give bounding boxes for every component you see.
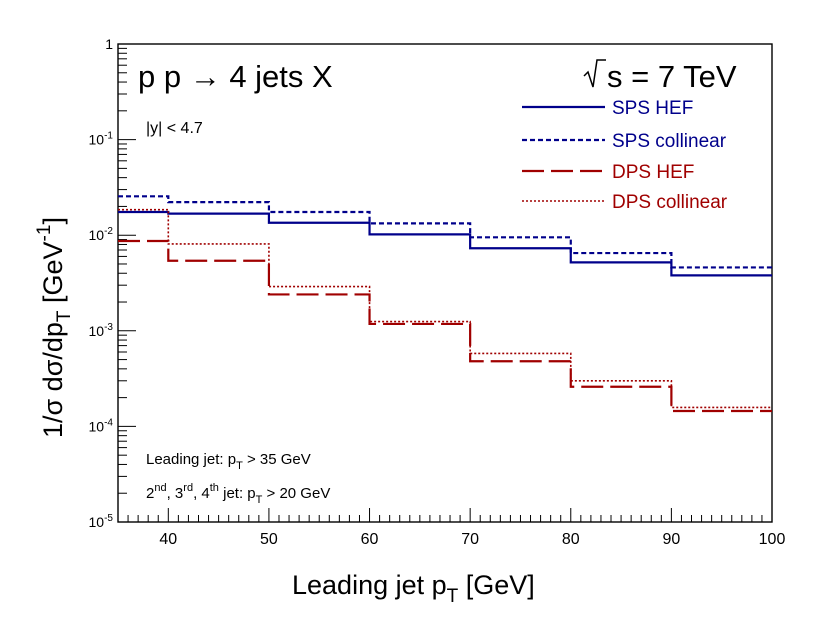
y-axis-label: 1/σ dσ/dpT [GeV-1] [34, 217, 75, 438]
series-layer [118, 195, 772, 413]
y-axis: 10-5 10-4 10-3 10-2 10-1 1 [89, 36, 136, 530]
legend-label: SPS collinear [612, 131, 727, 152]
series-line-2 [118, 195, 772, 269]
annotation-leading-jet: Leading jet: pT > 35 GeV [146, 451, 311, 472]
x-tick-label: 60 [361, 531, 379, 548]
x-tick-label: 80 [562, 531, 580, 548]
legend: SPS HEF SPS collinear DPS HEF DPS collinear [522, 98, 728, 213]
series-line-4 [118, 208, 772, 409]
x-tick-label: 100 [759, 531, 786, 548]
cut-label: |y| < 4.7 [146, 120, 203, 137]
y-tick-label: 10-3 [89, 322, 114, 339]
sqrt-icon [583, 59, 606, 88]
y-tick-label: 10-5 [89, 513, 114, 530]
x-tick-label: 70 [461, 531, 479, 548]
plot-frame [117, 43, 773, 523]
chart-title: p p → 4 jets X [138, 59, 333, 94]
x-axis-label: Leading jet pT [GeV] [292, 570, 535, 607]
y-tick-label: 10-1 [89, 131, 114, 148]
legend-label: SPS HEF [612, 98, 693, 119]
legend-label: DPS collinear [612, 192, 728, 213]
series-line-3 [118, 239, 772, 413]
energy-label: s = 7 TeV [583, 59, 737, 94]
annotation-other-jets: 2nd, 3rd, 4th jet: pT > 20 GeV [146, 482, 330, 506]
x-axis: 40 50 60 70 80 90 100 [127, 508, 786, 548]
legend-label: DPS HEF [612, 162, 694, 183]
y-tick-label: 10-4 [89, 417, 114, 434]
y-tick-label: 1 [105, 36, 113, 52]
x-tick-label: 50 [260, 531, 278, 548]
energy-label-text: s = 7 TeV [607, 59, 737, 94]
x-tick-label: 40 [159, 531, 177, 548]
y-tick-label: 10-2 [89, 226, 114, 243]
series-line-1 [118, 210, 772, 277]
x-tick-label: 90 [662, 531, 680, 548]
